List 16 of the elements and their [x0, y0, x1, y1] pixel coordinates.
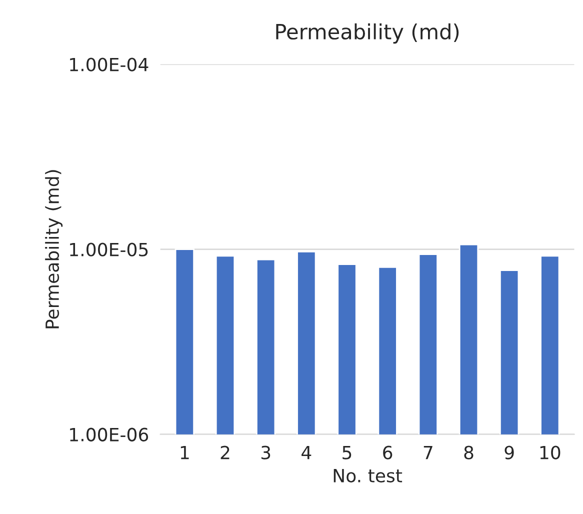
y-axis-title: Permeability (md) [45, 170, 63, 328]
chart-title: Permeability (md) [276, 23, 459, 44]
x-tick-label: 10 [540, 446, 560, 460]
x-tick-label: 7 [424, 446, 432, 460]
x-tick-label: 4 [302, 446, 312, 460]
x-axis-title: No. test [334, 469, 402, 482]
x-tick-label: 8 [464, 446, 474, 460]
x-tick-label: 9 [504, 446, 514, 460]
y-tick-label: 1.00E-05 [70, 242, 148, 256]
y-tick-label: 1.00E-04 [70, 58, 148, 72]
x-tick-label: 5 [342, 446, 352, 460]
x-tick-label: 3 [261, 446, 270, 460]
y-tick-label: 1.00E-06 [70, 428, 148, 442]
x-tick-label: 2 [220, 446, 230, 460]
x-tick-label: 1 [180, 446, 189, 460]
x-tick-label: 6 [383, 446, 392, 460]
